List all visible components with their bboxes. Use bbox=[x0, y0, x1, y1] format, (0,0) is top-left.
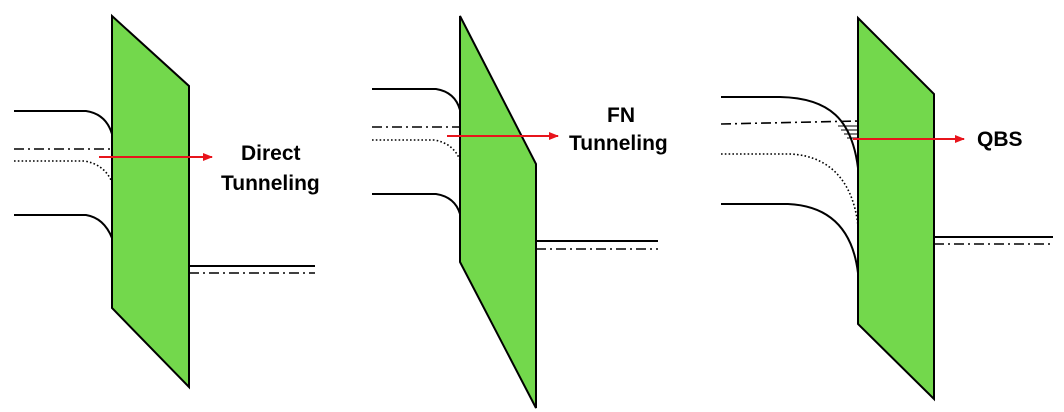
label-line: Direct bbox=[241, 142, 301, 165]
panel-label-qbs: QBS bbox=[977, 128, 1023, 151]
oxide-barrier bbox=[459, 15, 537, 409]
label-line: FN bbox=[607, 104, 635, 127]
conduction-band-left bbox=[721, 96, 859, 169]
panel-label-direct-tunneling: Direct Tunneling bbox=[221, 142, 320, 195]
intrinsic-level-left bbox=[372, 139, 461, 161]
label-line: QBS bbox=[977, 128, 1023, 151]
panel-label-fn-tunneling: FN Tunneling bbox=[569, 104, 668, 155]
panel-qbs: QBS bbox=[720, 15, 1053, 402]
fermi-level-left bbox=[720, 120, 859, 125]
oxide-barrier bbox=[111, 13, 190, 390]
valence-band-left bbox=[372, 193, 461, 215]
conduction-band-left bbox=[372, 88, 461, 111]
valence-band-left bbox=[14, 214, 113, 239]
valence-band-left bbox=[721, 203, 859, 274]
conduction-band-left bbox=[14, 110, 113, 135]
panel-fn-tunneling: FN Tunneling bbox=[372, 15, 668, 409]
intrinsic-level-left bbox=[14, 160, 113, 183]
label-line: Tunneling bbox=[569, 132, 668, 155]
intrinsic-level-left bbox=[721, 153, 859, 227]
panel-direct-tunneling: Direct Tunneling bbox=[14, 13, 320, 390]
label-line: Tunneling bbox=[221, 172, 320, 195]
oxide-barrier bbox=[857, 15, 935, 402]
